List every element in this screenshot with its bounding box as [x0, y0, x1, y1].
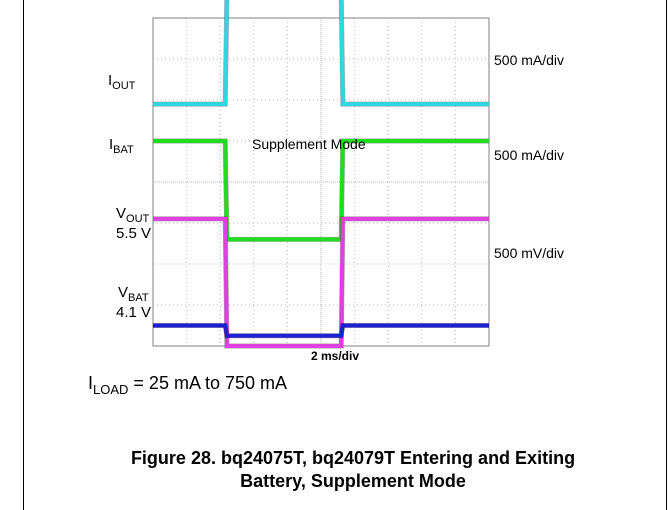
- iout-scale-label: 500 mA/div: [494, 52, 565, 68]
- vbat-label: VBAT: [118, 284, 149, 304]
- trace-vbat: [153, 323, 489, 338]
- figure-caption-line1: Figure 28. bq24075T, bq24079T Entering a…: [130, 448, 576, 468]
- iout-label: IOUT: [108, 72, 136, 92]
- plot-traces: [153, 0, 489, 349]
- plot-grid: [152, 17, 490, 347]
- trace-vout: [153, 216, 489, 348]
- trace-iout: [153, 0, 489, 107]
- trace-ibat: [153, 139, 489, 242]
- figure-caption-line2: Battery, Supplement Mode: [240, 471, 466, 491]
- vbat-level: 4.1 V: [116, 304, 152, 321]
- timebase-label: 2 ms/div: [310, 349, 360, 363]
- supplement-mode-annotation: Supplement Mode: [252, 136, 366, 152]
- vout-level: 5.5 V: [116, 225, 152, 242]
- figure-caption: Figure 28. bq24075T, bq24079T Entering a…: [40, 447, 666, 493]
- ibat-scale-label: 500 mA/div: [494, 147, 565, 163]
- vout-label: VOUT: [116, 205, 150, 225]
- voltage-scale-label: 500 mV/div: [494, 245, 565, 261]
- ibat-label: IBAT: [109, 136, 134, 156]
- page-frame-right: [666, 0, 667, 510]
- page-frame-left: [23, 0, 24, 510]
- load-condition: ILOAD = 25 mA to 750 mA: [88, 373, 288, 397]
